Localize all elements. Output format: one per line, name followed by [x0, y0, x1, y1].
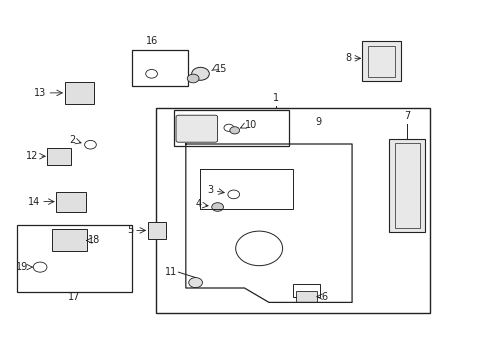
Text: 3: 3 — [207, 185, 213, 195]
Bar — [173, 110, 288, 146]
Circle shape — [188, 278, 202, 288]
Text: 7: 7 — [404, 111, 409, 121]
FancyBboxPatch shape — [176, 115, 217, 142]
Text: 9: 9 — [315, 117, 321, 127]
Text: 12: 12 — [26, 151, 38, 161]
Bar — [394, 143, 419, 228]
Text: 17: 17 — [68, 292, 81, 302]
Text: 8: 8 — [344, 53, 350, 63]
FancyBboxPatch shape — [52, 229, 87, 251]
Bar — [293, 284, 320, 297]
FancyBboxPatch shape — [56, 192, 86, 212]
Bar — [367, 46, 394, 77]
Text: 18: 18 — [88, 235, 100, 246]
FancyBboxPatch shape — [47, 148, 71, 165]
Text: 15: 15 — [215, 64, 227, 74]
Bar — [17, 225, 132, 292]
FancyBboxPatch shape — [147, 222, 166, 239]
Text: 5: 5 — [126, 225, 133, 235]
Text: 13: 13 — [34, 88, 46, 98]
Text: 6: 6 — [321, 292, 327, 302]
FancyBboxPatch shape — [64, 82, 94, 104]
Text: 10: 10 — [244, 120, 256, 130]
Bar — [156, 108, 429, 313]
Bar — [132, 50, 188, 86]
Circle shape — [191, 67, 209, 80]
FancyBboxPatch shape — [388, 139, 425, 232]
Circle shape — [229, 127, 239, 134]
FancyBboxPatch shape — [295, 291, 317, 302]
Text: 4: 4 — [195, 199, 202, 210]
Text: 11: 11 — [164, 267, 177, 277]
Circle shape — [211, 203, 223, 211]
Text: 1: 1 — [273, 93, 279, 103]
Text: 16: 16 — [146, 36, 159, 46]
Text: 2: 2 — [69, 135, 76, 145]
Text: 14: 14 — [28, 197, 40, 207]
Circle shape — [187, 74, 199, 83]
FancyBboxPatch shape — [361, 41, 400, 81]
Text: 19: 19 — [16, 262, 28, 272]
